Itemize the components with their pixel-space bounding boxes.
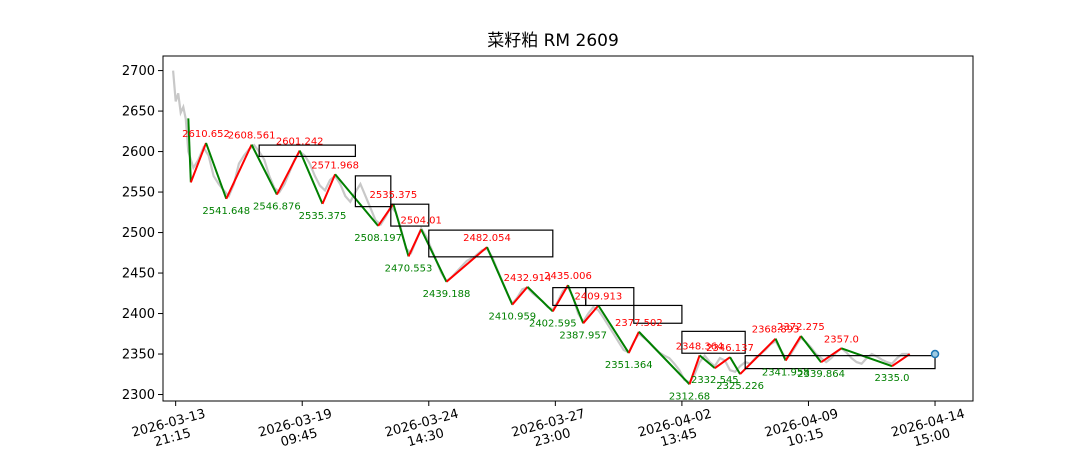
zigzag-down-segment bbox=[729, 356, 741, 375]
y-tick-label: 2550 bbox=[122, 186, 155, 201]
low-annotation: 2341.958 bbox=[762, 368, 810, 379]
low-annotation: 2470.553 bbox=[385, 263, 433, 274]
consolidation-box bbox=[354, 175, 392, 208]
zigzag-down-segment bbox=[800, 335, 822, 363]
high-annotation: 2377.502 bbox=[615, 318, 663, 329]
y-tick-label: 2500 bbox=[122, 226, 155, 241]
zigzag-down-segment bbox=[334, 173, 379, 227]
zigzag-down-segment bbox=[698, 354, 716, 369]
zigzag-up-segment bbox=[321, 173, 337, 205]
zigzag-down-segment bbox=[567, 284, 585, 324]
zigzag-up-segment bbox=[551, 284, 569, 312]
zigzag-up-segment bbox=[445, 246, 488, 283]
low-annotation: 2439.188 bbox=[423, 289, 471, 300]
zigzag-down-segment bbox=[420, 228, 448, 283]
chart-title: 菜籽粕 RM 2609 bbox=[487, 31, 619, 51]
y-tick-label: 2600 bbox=[122, 145, 155, 160]
zigzag-down-segment bbox=[298, 150, 324, 205]
high-annotation: 2435.006 bbox=[544, 271, 592, 282]
low-annotation: 2339.864 bbox=[797, 369, 845, 380]
low-annotation: 2508.197 bbox=[354, 233, 402, 244]
high-annotation: 2346.137 bbox=[706, 343, 754, 354]
zigzag-up-segment bbox=[784, 335, 802, 362]
low-annotation: 2387.957 bbox=[559, 330, 607, 341]
low-annotation: 2541.648 bbox=[202, 206, 250, 217]
zigzag-up-segment bbox=[407, 228, 423, 257]
y-tick-label: 2300 bbox=[122, 388, 155, 403]
zigzag-down-segment bbox=[526, 286, 554, 313]
consolidation-box bbox=[258, 144, 356, 158]
low-annotation: 2351.364 bbox=[605, 360, 653, 371]
low-annotation: 2402.595 bbox=[529, 318, 577, 329]
high-annotation: 2372.275 bbox=[777, 322, 825, 333]
high-annotation: 2608.561 bbox=[228, 131, 276, 142]
high-annotation: 2409.913 bbox=[575, 292, 623, 303]
zigzag-up-segment bbox=[511, 286, 529, 306]
high-annotation: 2348.364 bbox=[676, 341, 724, 352]
zigzag-up-segment bbox=[276, 150, 301, 196]
zigzag-up-segment bbox=[225, 144, 253, 200]
zigzag-down-segment bbox=[205, 142, 228, 200]
low-annotation: 2325.226 bbox=[716, 381, 764, 392]
zigzag-down-segment bbox=[597, 304, 630, 354]
consolidation-box bbox=[744, 355, 936, 370]
last-point-marker bbox=[930, 349, 940, 359]
high-annotation: 2571.968 bbox=[311, 160, 359, 171]
consolidation-box bbox=[585, 287, 635, 307]
zigzag-down-segment bbox=[774, 338, 787, 361]
plot-frame bbox=[162, 55, 974, 402]
zigzag-up-segment bbox=[714, 356, 731, 369]
low-annotation: 2335.0 bbox=[875, 373, 910, 384]
high-annotation: 2535.375 bbox=[369, 190, 417, 201]
zigzag-up-segment bbox=[582, 304, 600, 324]
zigzag-down-segment bbox=[392, 203, 410, 257]
zigzag-down-segment bbox=[250, 144, 278, 196]
zigzag-up-segment bbox=[627, 331, 640, 354]
consolidation-box bbox=[633, 304, 683, 324]
y-tick-label: 2700 bbox=[122, 64, 155, 79]
low-annotation: 2332.545 bbox=[691, 375, 739, 386]
high-annotation: 2357.0 bbox=[824, 334, 859, 345]
y-tick-label: 2450 bbox=[122, 267, 155, 282]
high-annotation: 2368.893 bbox=[752, 325, 800, 336]
zigzag-down-segment bbox=[841, 347, 893, 368]
high-annotation: 2601.242 bbox=[276, 137, 324, 148]
zigzag-up-segment bbox=[688, 355, 701, 385]
low-annotation: 2312.68 bbox=[669, 391, 710, 402]
high-annotation: 2610.652 bbox=[182, 129, 230, 140]
high-annotation: 2504.01 bbox=[401, 215, 442, 226]
zigzag-up-segment bbox=[189, 142, 207, 183]
y-tick-label: 2350 bbox=[122, 348, 155, 363]
low-annotation: 2410.959 bbox=[488, 312, 536, 323]
consolidation-box bbox=[390, 203, 430, 227]
low-annotation: 2546.876 bbox=[253, 202, 301, 213]
high-annotation: 2432.914 bbox=[504, 273, 552, 284]
consolidation-box bbox=[681, 330, 746, 354]
high-annotation: 2482.054 bbox=[463, 233, 511, 244]
zigzag-down-segment bbox=[187, 118, 192, 183]
y-tick-label: 2650 bbox=[122, 105, 155, 120]
y-tick-label: 2400 bbox=[122, 307, 155, 322]
zigzag-down-segment bbox=[638, 331, 691, 385]
low-annotation: 2535.375 bbox=[299, 211, 347, 222]
consolidation-box bbox=[428, 229, 554, 258]
